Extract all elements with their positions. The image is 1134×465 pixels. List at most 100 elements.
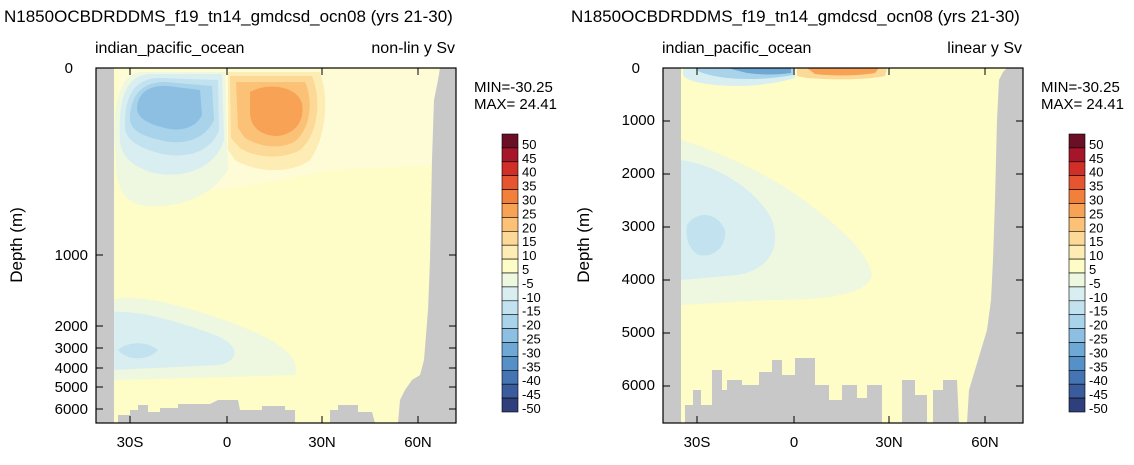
colorbar-label: -10 <box>522 290 541 305</box>
colorbar-label: -25 <box>1089 332 1108 347</box>
colorbar-label: 30 <box>1089 193 1103 208</box>
left-scale-label: non-lin y Sv <box>371 40 455 57</box>
colorbar-swatch <box>1068 258 1086 274</box>
y-tick-label: 2000 <box>55 318 88 335</box>
left-colorbar: 5045403530252015105-5-10-15-20-25-30-35-… <box>501 133 541 416</box>
y-tick-label: 4000 <box>55 360 88 377</box>
colorbar-label: 10 <box>1089 248 1103 263</box>
x-tick-label: 0 <box>790 434 798 451</box>
colorbar-label: 15 <box>522 234 536 249</box>
colorbar-swatch <box>501 147 519 163</box>
left-x-ticks <box>129 68 419 423</box>
left-plot-frame <box>95 67 457 424</box>
colorbar-label: 5 <box>1089 262 1096 277</box>
y-tick-label: 5000 <box>55 379 88 396</box>
colorbar-swatch <box>501 189 519 204</box>
y-tick-label: 3000 <box>622 218 655 235</box>
colorbar-label: 5 <box>522 262 529 277</box>
left-y-axis-title: Depth (m) <box>7 207 26 283</box>
x-tick-label: 30S <box>117 434 144 451</box>
colorbar-swatch <box>1068 356 1086 371</box>
colorbar-label: 50 <box>522 137 536 152</box>
right-contour-field <box>663 68 1023 423</box>
left-contour-field <box>96 68 456 423</box>
x-tick-label: 0 <box>223 434 231 451</box>
colorbar-label: 10 <box>522 248 536 263</box>
right-y-axis-title: Depth (m) <box>574 207 593 283</box>
right-max-text: MAX= 24.41 <box>1041 96 1124 113</box>
colorbar-label: 45 <box>1089 151 1103 166</box>
colorbar-label: -50 <box>1089 401 1108 416</box>
colorbar-swatch <box>1068 369 1086 385</box>
colorbar-swatch <box>501 244 519 260</box>
colorbar-label: 25 <box>1089 206 1103 221</box>
colorbar-label: 15 <box>1089 234 1103 249</box>
left-y-ticks <box>96 67 456 410</box>
x-tick-label: 60N <box>404 434 432 451</box>
colorbar-label: -40 <box>522 373 541 388</box>
colorbar-label: 25 <box>522 206 536 221</box>
colorbar-swatch <box>1068 161 1086 177</box>
colorbar-swatch <box>501 133 519 149</box>
left-min-text: MIN=-30.25 <box>474 79 553 96</box>
colorbar-swatch <box>501 217 519 232</box>
y-tick-label: 4000 <box>622 271 655 288</box>
colorbar-label: -5 <box>522 276 534 291</box>
colorbar-label: -45 <box>522 387 541 402</box>
x-tick-label: 60N <box>971 434 999 451</box>
y-tick-label: 3000 <box>55 340 88 357</box>
colorbar-swatch <box>501 369 519 385</box>
colorbar-swatch <box>501 258 519 274</box>
colorbar-swatch <box>1068 217 1086 232</box>
colorbar-swatch <box>501 342 519 357</box>
colorbar-swatch <box>1068 272 1086 288</box>
y-tick-label: 2000 <box>622 165 655 182</box>
left-chart-svg: indian_pacific_ocean non-lin y Sv <box>7 40 557 451</box>
colorbar-swatch <box>501 161 519 177</box>
right-min-text: MIN=-30.25 <box>1041 79 1120 96</box>
y-tick-label: 6000 <box>55 401 88 418</box>
colorbar-swatch <box>501 175 519 190</box>
chart-title: N1850OCBDRDDMS_f19_tn14_gmdcsd_ocn08 (yr… <box>571 7 1020 26</box>
colorbar-label: -20 <box>522 318 541 333</box>
colorbar-swatch <box>501 231 519 246</box>
right-y-axis: 0 1000 2000 3000 4000 5000 6000 <box>622 60 655 394</box>
colorbar-label: -5 <box>1089 276 1101 291</box>
right-scale-label: linear y Sv <box>947 40 1022 57</box>
colorbar-swatch <box>1068 203 1086 218</box>
y-tick-label: 5000 <box>622 324 655 341</box>
right-y-ticks <box>663 67 1023 387</box>
colorbar-label: -30 <box>522 345 541 360</box>
colorbar-swatch <box>501 272 519 288</box>
right-colorbar: 5045403530252015105-5-10-15-20-25-30-35-… <box>1068 133 1108 416</box>
colorbar-swatch <box>1068 383 1086 399</box>
right-chart-panel: N1850OCBDRDDMS_f19_tn14_gmdcsd_ocn08 (yr… <box>567 0 1134 465</box>
right-land-mask <box>663 68 1023 423</box>
colorbar-swatch <box>501 383 519 399</box>
right-x-ticks <box>696 68 986 423</box>
colorbar-label: -30 <box>1089 345 1108 360</box>
x-tick-label: 30N <box>308 434 336 451</box>
colorbar-swatch <box>501 300 519 315</box>
chart-title: N1850OCBDRDDMS_f19_tn14_gmdcsd_ocn08 (yr… <box>4 7 453 26</box>
colorbar-label: -45 <box>1089 387 1108 402</box>
left-y-axis: 0 1000 2000 3000 4000 5000 6000 <box>55 60 88 418</box>
colorbar-label: 20 <box>1089 220 1103 235</box>
colorbar-swatch <box>1068 328 1086 343</box>
left-x-axis: 30S 0 30N 60N <box>117 434 432 451</box>
colorbar-label: 30 <box>522 193 536 208</box>
colorbar-swatch <box>501 328 519 343</box>
colorbar-label: -15 <box>1089 304 1108 319</box>
colorbar-swatch <box>1068 244 1086 260</box>
y-tick-label: 0 <box>65 60 73 77</box>
y-tick-label: 1000 <box>55 247 88 264</box>
y-tick-label: 0 <box>632 60 640 77</box>
colorbar-label: -50 <box>522 401 541 416</box>
colorbar-label: 20 <box>522 220 536 235</box>
colorbar-swatch <box>1068 189 1086 204</box>
x-tick-label: 30S <box>684 434 711 451</box>
colorbar-swatch <box>1068 397 1086 413</box>
colorbar-label: -35 <box>522 359 541 374</box>
right-plot-frame <box>662 67 1024 424</box>
colorbar-label: 40 <box>1089 165 1103 180</box>
